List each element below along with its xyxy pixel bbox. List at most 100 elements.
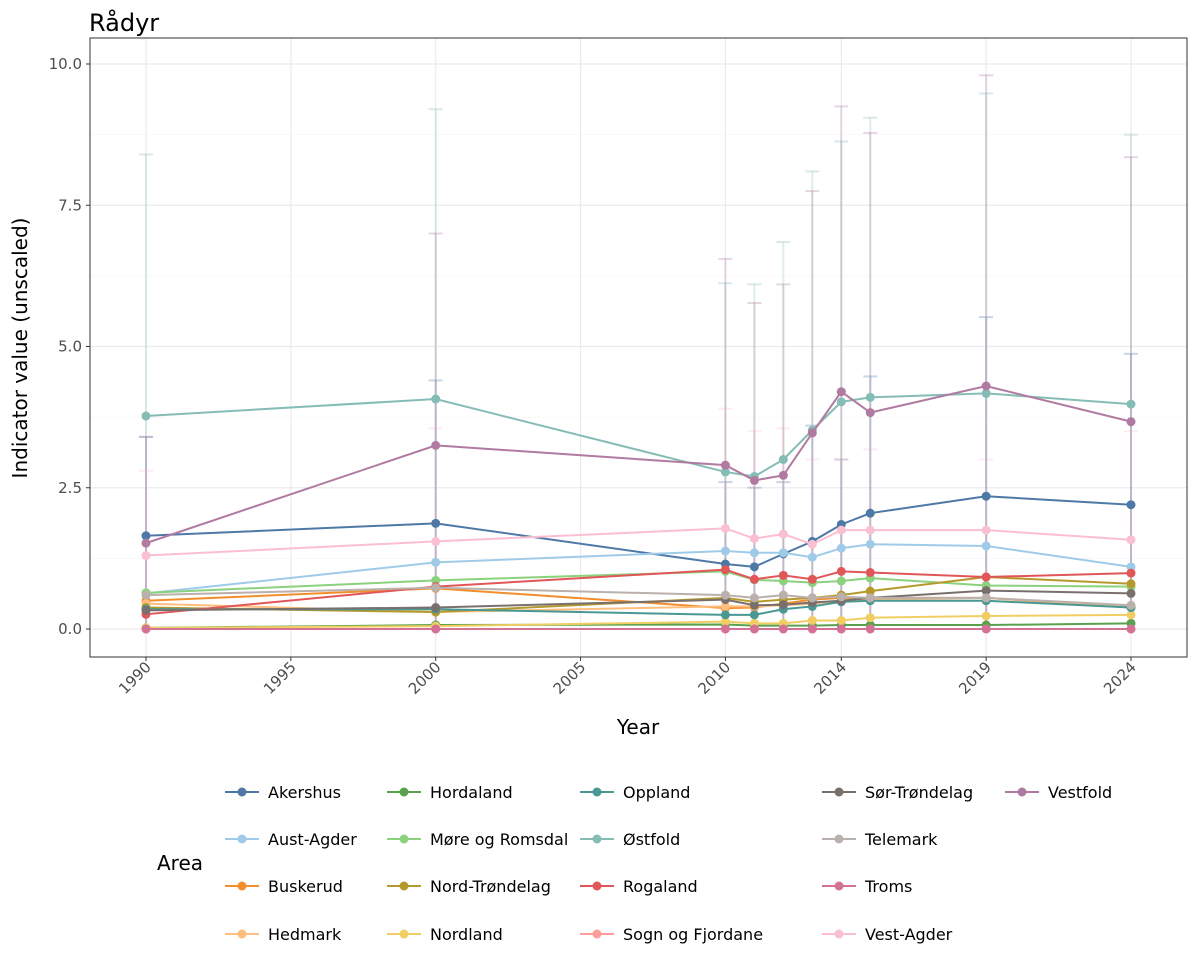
data-point (778, 570, 788, 580)
data-point (807, 616, 817, 626)
legend: Akershus Aust-Agder Buskerud Hedmark Hordala… (225, 783, 1112, 944)
legend-label: Oppland (623, 783, 690, 802)
data-point (807, 552, 817, 562)
data-point (141, 590, 151, 600)
data-point (836, 592, 846, 602)
data-point (865, 593, 875, 603)
data-point (981, 388, 991, 398)
chart-title: Rådyr (89, 8, 159, 37)
legend-key-point (834, 834, 844, 844)
legend-item: Nord-Trøndelag (387, 877, 551, 896)
data-point (778, 624, 788, 634)
legend-label: Vest-Agder (865, 925, 953, 944)
data-point (865, 508, 875, 518)
data-point (431, 603, 441, 613)
data-point (865, 392, 875, 402)
x-tick-label: 2024 (1100, 658, 1140, 698)
legend-key-point (399, 787, 409, 797)
data-point (778, 548, 788, 558)
legend-key-point (834, 787, 844, 797)
series-line-nordland (145, 613, 1132, 629)
legend-label: Nord-Trøndelag (430, 877, 551, 896)
data-point (981, 572, 991, 582)
legend-title: Area (157, 851, 203, 875)
data-point (981, 624, 991, 634)
data-point (749, 562, 759, 572)
y-tick-label: 2.5 (58, 479, 82, 497)
legend-key-point (237, 787, 247, 797)
x-tick-label: 1995 (260, 658, 300, 698)
data-point (836, 387, 846, 397)
data-point (981, 381, 991, 391)
data-point (141, 605, 151, 615)
series-line-vestfold (145, 385, 1132, 545)
legend-key-point (399, 834, 409, 844)
legend-item: Møre og Romsdal (387, 830, 568, 849)
data-point (778, 529, 788, 539)
data-point (431, 518, 441, 528)
legend-item: Hedmark (225, 925, 342, 944)
data-point (865, 613, 875, 623)
data-point (865, 408, 875, 418)
data-point (749, 593, 759, 603)
data-point (865, 525, 875, 535)
data-point (836, 624, 846, 634)
x-tick-label: 2014 (810, 658, 850, 698)
data-point (865, 624, 875, 634)
legend-label: Rogaland (623, 877, 698, 896)
data-point (807, 593, 817, 603)
data-point (749, 574, 759, 584)
data-point (1126, 610, 1136, 620)
data-point (720, 460, 730, 470)
data-point (981, 541, 991, 551)
legend-label: Telemark (864, 830, 938, 849)
data-point (807, 539, 817, 549)
data-point (720, 590, 730, 600)
series-line-sør-trøndelag (145, 589, 1132, 612)
data-point (836, 397, 846, 407)
legend-label: Møre og Romsdal (430, 830, 568, 849)
legend-item: Østfold (580, 830, 680, 849)
y-axis-title: Indicator value (unscaled) (8, 218, 32, 479)
legend-item: Hordaland (387, 783, 513, 802)
x-tick-label: 1990 (115, 658, 155, 698)
data-point (1126, 588, 1136, 598)
data-point (141, 551, 151, 561)
series-line-nord-trøndelag (145, 576, 1132, 614)
y-tick-label: 5.0 (58, 338, 82, 356)
data-point (749, 534, 759, 544)
legend-item: Aust-Agder (225, 830, 357, 849)
data-point (807, 574, 817, 584)
legend-label: Aust-Agder (268, 830, 357, 849)
legend-item: Nordland (387, 925, 503, 944)
data-point (720, 467, 730, 477)
series-line-østfold (145, 392, 1132, 478)
legend-item: Vestfold (1005, 783, 1112, 802)
series-line-aust-agder (145, 543, 1132, 595)
legend-item: Rogaland (580, 877, 698, 896)
legend-label: Akershus (268, 783, 341, 802)
data-point (431, 440, 441, 450)
legend-label: Sogn og Fjordane (623, 925, 763, 944)
series-line-akershus (145, 495, 1132, 568)
data-point (720, 565, 730, 575)
legend-key-point (237, 834, 247, 844)
legend-label: Troms (864, 877, 912, 896)
data-point (778, 455, 788, 464)
data-point (720, 624, 730, 634)
data-point (431, 557, 441, 567)
data-point (1126, 600, 1136, 610)
data-point (981, 525, 991, 535)
legend-label: Hedmark (268, 925, 342, 944)
legend-item: Telemark (822, 830, 938, 849)
legend-key-point (399, 881, 409, 891)
data-point (431, 624, 441, 634)
legend-key-point (1017, 787, 1027, 797)
legend-key-point (834, 881, 844, 891)
legend-item: Vest-Agder (822, 925, 953, 944)
legend-key-point (237, 929, 247, 939)
data-point (720, 601, 730, 611)
x-tick-label: 2000 (405, 658, 445, 698)
data-point (431, 575, 441, 585)
